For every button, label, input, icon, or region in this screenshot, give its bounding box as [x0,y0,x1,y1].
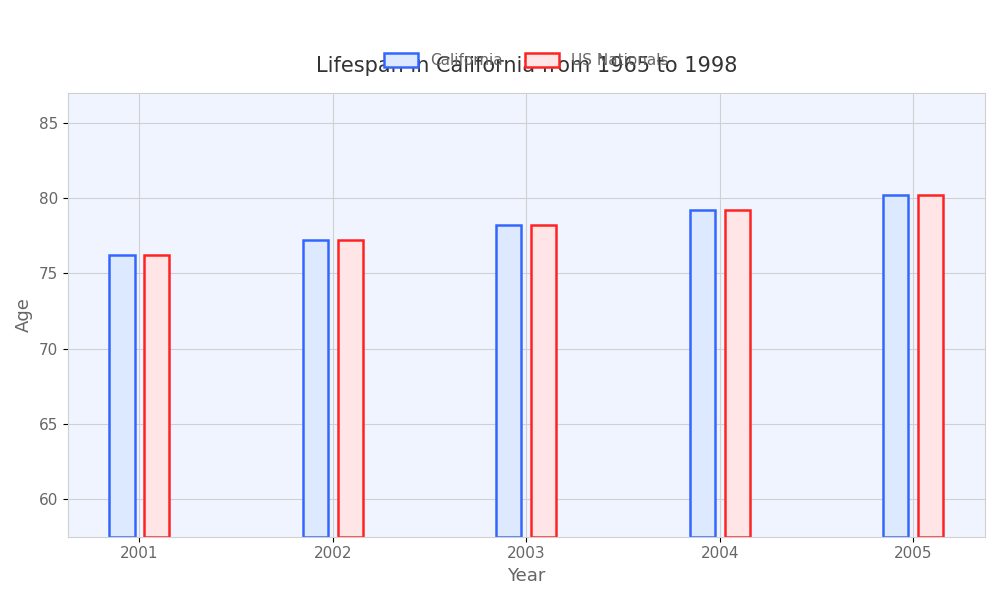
Bar [531,225,556,537]
Bar [338,240,363,537]
Y-axis label: Age: Age [15,298,33,332]
Bar [303,240,328,537]
Bar [109,256,135,537]
X-axis label: Year: Year [507,567,546,585]
Bar [918,195,943,537]
Bar [144,256,169,537]
Bar [496,225,521,537]
Title: Lifespan in California from 1965 to 1998: Lifespan in California from 1965 to 1998 [316,56,737,76]
Bar [725,210,750,537]
Legend: California, US Nationals: California, US Nationals [378,47,675,74]
Bar [690,210,715,537]
Bar [883,195,908,537]
